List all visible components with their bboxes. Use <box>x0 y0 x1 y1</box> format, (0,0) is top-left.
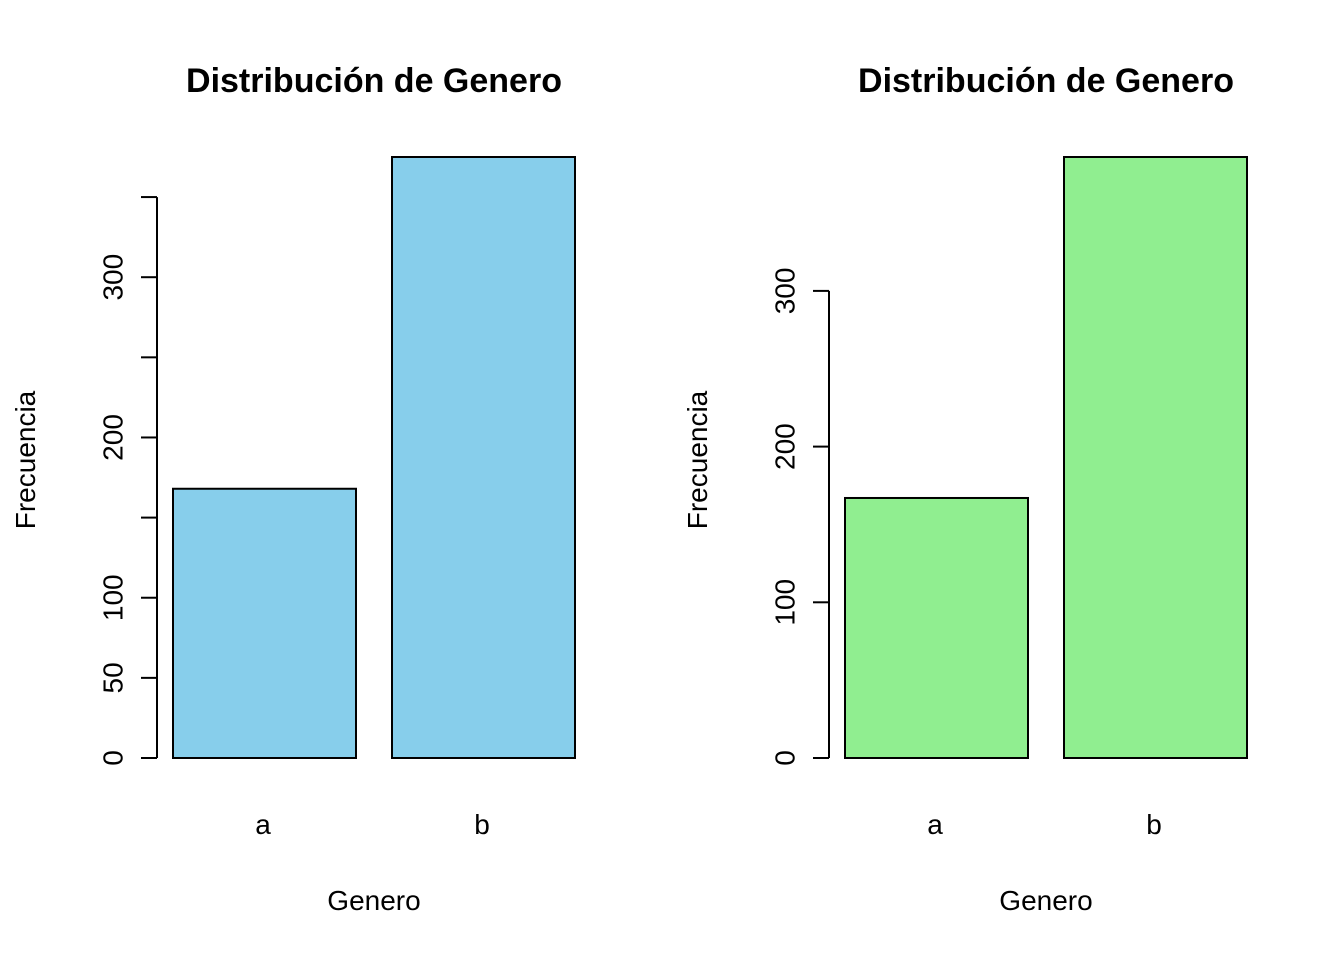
y-tick-label: 100 <box>98 574 129 621</box>
y-axis-title: Frecuencia <box>10 390 41 529</box>
y-tick-label: 50 <box>98 662 129 693</box>
y-tick-label: 300 <box>98 254 129 301</box>
chart-title: Distribución de Genero <box>186 62 562 100</box>
y-tick-label: 200 <box>98 414 129 461</box>
bar-a <box>844 496 1029 759</box>
y-axis: 0 100 200 300 <box>770 268 830 766</box>
y-tick-label: 0 <box>770 750 801 766</box>
x-category-label: b <box>1146 809 1162 840</box>
x-category-label: a <box>255 809 271 840</box>
x-axis-title: Genero <box>327 885 420 916</box>
y-tick-label: 0 <box>98 750 129 766</box>
y-tick-label: 100 <box>770 579 801 626</box>
y-axis-title: Frecuencia <box>682 390 713 529</box>
chart-panel-right: Distribución de Genero Frecuencia Genero… <box>682 62 1248 916</box>
bar-a <box>172 487 357 759</box>
chart-title: Distribución de Genero <box>858 62 1234 100</box>
bar-b <box>391 156 576 759</box>
y-tick-label: 200 <box>770 423 801 470</box>
bars <box>172 156 576 759</box>
x-category-label: a <box>927 809 943 840</box>
x-axis-title: Genero <box>999 885 1092 916</box>
bars <box>844 156 1248 759</box>
y-axis: 0 50 100 200 300 <box>98 196 158 766</box>
chart-panel-left: Distribución de Genero Frecuencia Genero… <box>10 62 576 916</box>
x-category-label: b <box>474 809 490 840</box>
bar-b <box>1063 156 1248 759</box>
y-tick-label: 300 <box>770 268 801 315</box>
